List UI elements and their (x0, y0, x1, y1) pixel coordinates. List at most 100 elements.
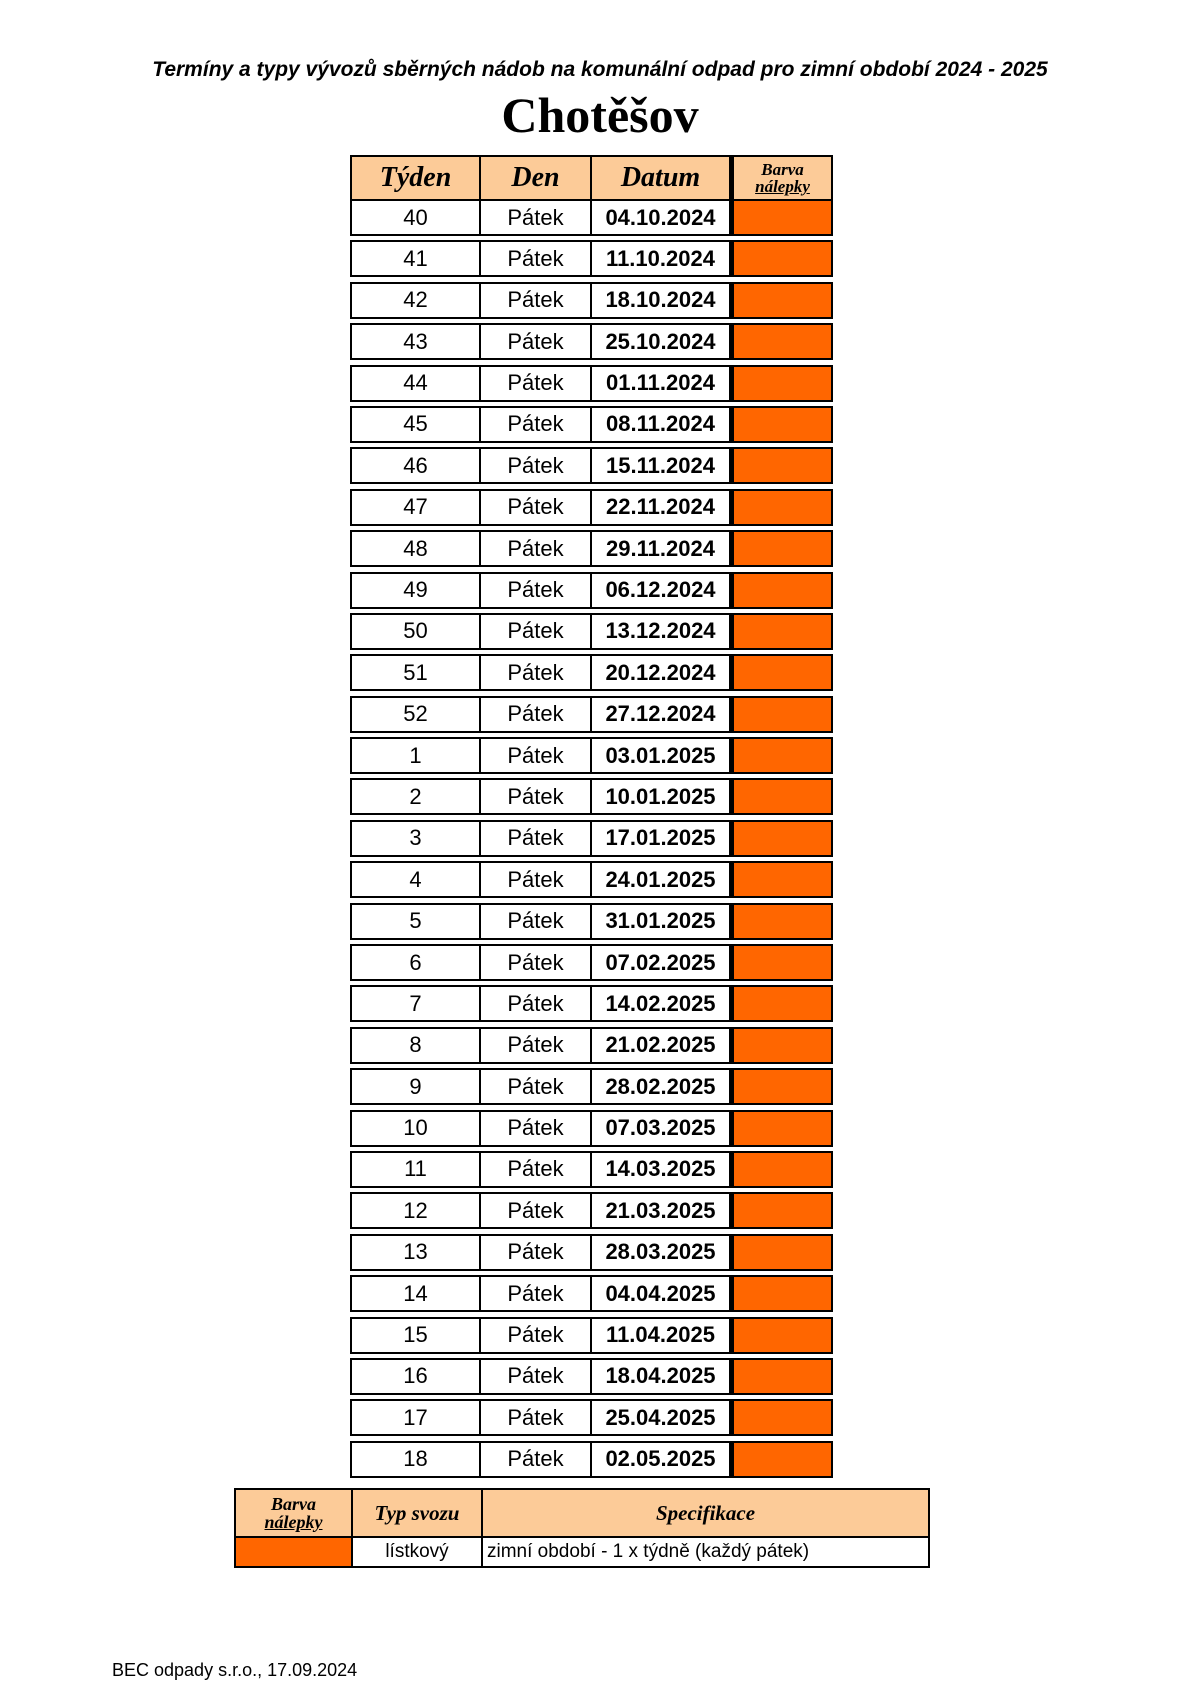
sticker-color-cell (734, 449, 831, 483)
week-cell: 45 (352, 407, 481, 441)
day-cell: Pátek (481, 987, 592, 1021)
sticker-color-cell (734, 1235, 831, 1269)
date-cell: 27.12.2024 (592, 697, 734, 731)
date-cell: 20.12.2024 (592, 656, 734, 690)
week-cell: 7 (352, 987, 481, 1021)
day-cell: Pátek (481, 904, 592, 938)
day-cell: Pátek (481, 1401, 592, 1435)
date-cell: 25.10.2024 (592, 325, 734, 359)
table-row: 48 Pátek 29.11.2024 (350, 530, 833, 568)
legend-header-color: Barva nálepky (236, 1490, 353, 1536)
day-cell: Pátek (481, 863, 592, 897)
date-cell: 08.11.2024 (592, 407, 734, 441)
week-cell: 10 (352, 1111, 481, 1145)
sticker-color-cell (734, 532, 831, 566)
date-cell: 04.04.2025 (592, 1277, 734, 1311)
table-row: 41 Pátek 11.10.2024 (350, 240, 833, 278)
day-cell: Pátek (481, 532, 592, 566)
date-cell: 10.01.2025 (592, 780, 734, 814)
day-cell: Pátek (481, 490, 592, 524)
sticker-color-cell (734, 697, 831, 731)
date-cell: 14.03.2025 (592, 1152, 734, 1186)
date-cell: 07.03.2025 (592, 1111, 734, 1145)
table-row: 51 Pátek 20.12.2024 (350, 654, 833, 692)
week-cell: 41 (352, 242, 481, 276)
day-cell: Pátek (481, 325, 592, 359)
week-cell: 16 (352, 1359, 481, 1393)
legend-spec: zimní období - 1 x týdně (každý pátek) (487, 1541, 810, 1562)
date-cell: 17.01.2025 (592, 821, 734, 855)
sticker-color-cell (734, 987, 831, 1021)
table-row: 42 Pátek 18.10.2024 (350, 281, 833, 319)
date-cell: 22.11.2024 (592, 490, 734, 524)
header-week: Týden (352, 157, 481, 199)
header-sticker-color: Barva nálepky (734, 157, 831, 199)
footer: BEC odpady s.r.o., 17.09.2024 (112, 1660, 358, 1680)
sticker-color-cell (734, 1318, 831, 1352)
week-cell: 44 (352, 366, 481, 400)
day-cell: Pátek (481, 1359, 592, 1393)
day-cell: Pátek (481, 946, 592, 980)
table-row: 40 Pátek 04.10.2024 (350, 199, 833, 236)
sticker-color-cell (734, 573, 831, 607)
day-cell: Pátek (481, 407, 592, 441)
header-day: Den (481, 157, 592, 199)
table-row: 16 Pátek 18.04.2025 (350, 1357, 833, 1395)
sticker-color-cell (734, 656, 831, 690)
table-row: 6 Pátek 07.02.2025 (350, 944, 833, 982)
day-cell: Pátek (481, 201, 592, 234)
day-cell: Pátek (481, 242, 592, 276)
week-cell: 5 (352, 904, 481, 938)
week-cell: 48 (352, 532, 481, 566)
schedule-table: Týden Den Datum Barva nálepky 40 Pátek 04.… (350, 155, 833, 1482)
table-row: 44 Pátek 01.11.2024 (350, 364, 833, 402)
day-cell: Pátek (481, 1194, 592, 1228)
week-cell: 49 (352, 573, 481, 607)
legend-header-row: Barva nálepky Typ svozu Specifikace (236, 1490, 928, 1538)
week-cell: 52 (352, 697, 481, 731)
week-cell: 43 (352, 325, 481, 359)
day-cell: Pátek (481, 780, 592, 814)
week-cell: 46 (352, 449, 481, 483)
day-cell: Pátek (481, 614, 592, 648)
week-cell: 40 (352, 201, 481, 234)
day-cell: Pátek (481, 1235, 592, 1269)
sticker-color-cell (734, 366, 831, 400)
sticker-color-cell (734, 863, 831, 897)
day-cell: Pátek (481, 1111, 592, 1145)
week-cell: 6 (352, 946, 481, 980)
day-cell: Pátek (481, 656, 592, 690)
sticker-color-cell (734, 1194, 831, 1228)
schedule-header-row: Týden Den Datum Barva nálepky (350, 155, 833, 199)
day-cell: Pátek (481, 1028, 592, 1062)
table-row: 52 Pátek 27.12.2024 (350, 695, 833, 733)
week-cell: 12 (352, 1194, 481, 1228)
table-row: 43 Pátek 25.10.2024 (350, 323, 833, 361)
table-row: 12 Pátek 21.03.2025 (350, 1192, 833, 1230)
sticker-color-cell (734, 1442, 831, 1476)
day-cell: Pátek (481, 366, 592, 400)
date-cell: 02.05.2025 (592, 1442, 734, 1476)
legend-table: Barva nálepky Typ svozu Specifikace líst… (234, 1488, 930, 1568)
date-cell: 18.04.2025 (592, 1359, 734, 1393)
table-row: 18 Pátek 02.05.2025 (350, 1440, 833, 1478)
sticker-color-cell (734, 904, 831, 938)
sticker-color-cell (734, 1359, 831, 1393)
week-cell: 3 (352, 821, 481, 855)
day-cell: Pátek (481, 1070, 592, 1104)
week-cell: 9 (352, 1070, 481, 1104)
week-cell: 18 (352, 1442, 481, 1476)
table-row: 9 Pátek 28.02.2025 (350, 1068, 833, 1106)
sticker-color-cell (734, 1152, 831, 1186)
document-title: Chotěšov (501, 87, 699, 143)
table-row: 1 Pátek 03.01.2025 (350, 737, 833, 775)
date-cell: 28.03.2025 (592, 1235, 734, 1269)
legend-type: lístkový (353, 1538, 483, 1566)
table-row: 5 Pátek 31.01.2025 (350, 902, 833, 940)
date-cell: 11.04.2025 (592, 1318, 734, 1352)
date-cell: 06.12.2024 (592, 573, 734, 607)
date-cell: 18.10.2024 (592, 283, 734, 317)
sticker-color-cell (734, 780, 831, 814)
sticker-color-cell (734, 614, 831, 648)
sticker-color-cell (734, 946, 831, 980)
